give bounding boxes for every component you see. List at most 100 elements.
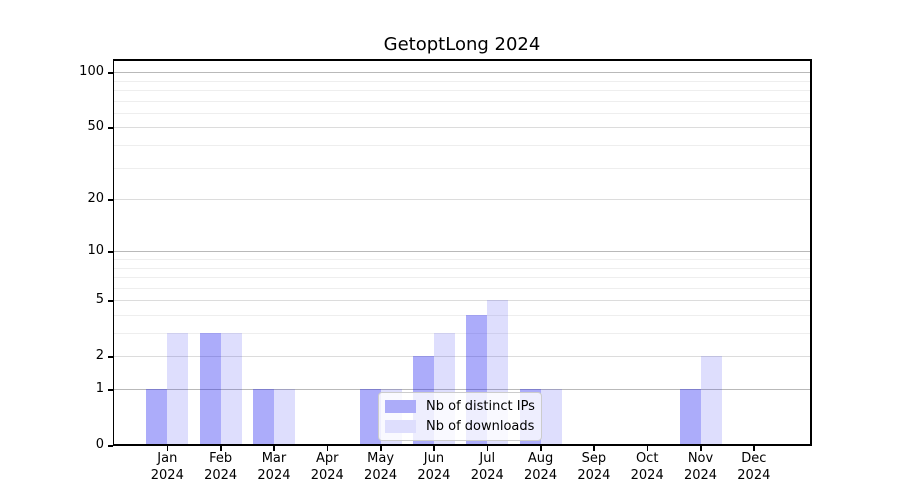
y-axis-tick-label: 5 (95, 292, 104, 308)
x-axis-tick-label: Jun 2024 (394, 451, 474, 484)
x-tick-month: May (367, 451, 395, 466)
y-axis-tick-label: 50 (87, 119, 104, 135)
x-axis-tick-label: Mar 2024 (234, 451, 314, 484)
gridline-major (114, 389, 810, 390)
gridline-minor (114, 333, 810, 335)
spine-left (112, 59, 114, 446)
x-tick-month: Dec (741, 451, 767, 466)
x-tick-month: Aug (527, 451, 554, 466)
x-tick-month: Mar (261, 451, 287, 466)
y-tick (108, 389, 113, 391)
gridline-major (114, 251, 810, 253)
x-tick (540, 445, 542, 451)
legend-swatch-icon (385, 419, 416, 433)
x-axis-tick-label: Feb 2024 (181, 451, 261, 484)
bar-distinct-ips (252, 389, 274, 444)
legend-swatch-icon (385, 399, 416, 413)
y-tick (108, 199, 113, 201)
legend-row: Nb of distinct IPs (385, 396, 535, 416)
gridline-minor (114, 80, 810, 82)
x-tick-year: 2024 (577, 467, 611, 483)
gridline-minor (114, 259, 810, 260)
x-tick (166, 445, 169, 451)
x-tick-month: Oct (635, 451, 659, 466)
x-tick (380, 445, 382, 451)
gridline-minor (114, 314, 810, 316)
legend-label: Nb of distinct IPs (426, 398, 535, 414)
x-tick-year: 2024 (630, 467, 664, 483)
gridline-major (114, 356, 810, 358)
bar-downloads (700, 356, 722, 444)
x-axis-tick-label: Aug 2024 (501, 451, 581, 484)
gridline-minor (114, 145, 810, 147)
x-tick (593, 445, 595, 451)
y-axis-tick-label: 10 (87, 243, 104, 259)
y-axis-tick-label: 20 (87, 191, 104, 207)
x-tick (486, 445, 489, 451)
y-axis-tick-label: 1 (95, 381, 104, 396)
legend-row: Nb of downloads (385, 416, 535, 436)
gridline-minor (114, 277, 810, 279)
x-axis-tick-label: Sep 2024 (554, 451, 634, 484)
y-tick (108, 251, 113, 253)
x-tick (700, 445, 702, 451)
gridline-major (114, 127, 810, 129)
x-tick (273, 445, 275, 451)
x-tick-month: Jan (157, 451, 178, 466)
y-axis-tick-label: 0 (95, 437, 104, 452)
gridline-minor (114, 90, 810, 92)
x-tick-year: 2024 (417, 467, 451, 483)
bar-downloads (540, 389, 562, 444)
x-tick (220, 445, 222, 451)
x-tick-year: 2024 (737, 467, 771, 483)
y-tick (108, 300, 113, 302)
x-tick-month: Jun (423, 451, 445, 466)
bar-downloads (220, 333, 242, 444)
x-tick-year: 2024 (524, 467, 558, 483)
x-tick (646, 445, 649, 451)
x-tick-year: 2024 (204, 467, 238, 483)
bar-distinct-ips (146, 389, 168, 444)
y-axis-tick-label: 2 (95, 348, 104, 364)
x-tick-year: 2024 (257, 467, 291, 483)
spine-right (810, 59, 812, 446)
x-tick-month: Feb (209, 451, 233, 466)
y-tick (108, 445, 113, 447)
bar-downloads (167, 333, 189, 444)
x-axis-tick-label: Apr 2024 (287, 451, 367, 484)
y-tick (108, 127, 113, 129)
gridline-major (114, 199, 810, 201)
x-tick (433, 445, 435, 451)
gridline-major (114, 300, 810, 302)
x-tick-year: 2024 (470, 467, 504, 483)
x-axis-tick-label: Oct 2024 (607, 451, 687, 484)
x-axis-tick-label: Jul 2024 (447, 451, 527, 484)
chart-title: GetoptLong 2024 (383, 34, 541, 55)
gridline-minor (114, 287, 810, 289)
x-tick-year: 2024 (150, 467, 184, 483)
x-axis-tick-label: Dec 2024 (714, 451, 794, 484)
gridline-minor (114, 167, 810, 169)
bar-distinct-ips (679, 389, 701, 444)
x-tick-month: Apr (316, 451, 339, 466)
x-tick (326, 445, 329, 451)
x-tick-month: Nov (687, 451, 714, 466)
x-tick-year: 2024 (310, 467, 344, 483)
x-tick-year: 2024 (683, 467, 718, 483)
legend-label: Nb of downloads (426, 418, 535, 434)
x-tick-month: Sep (581, 451, 607, 466)
spine-bottom (112, 444, 812, 446)
x-axis-tick-label: May 2024 (341, 451, 421, 484)
x-tick-month: Jul (479, 451, 496, 466)
x-tick (753, 445, 755, 451)
spine-top (112, 59, 812, 61)
y-tick (108, 72, 113, 74)
gridline-minor (114, 112, 810, 114)
x-tick-year: 2024 (364, 467, 398, 483)
y-axis-tick-label: 100 (79, 64, 104, 80)
gridline-major (114, 72, 810, 74)
gridline-minor (114, 100, 810, 102)
x-axis-tick-label: Nov 2024 (661, 451, 741, 484)
x-axis-tick-label: Jan 2024 (127, 451, 207, 484)
